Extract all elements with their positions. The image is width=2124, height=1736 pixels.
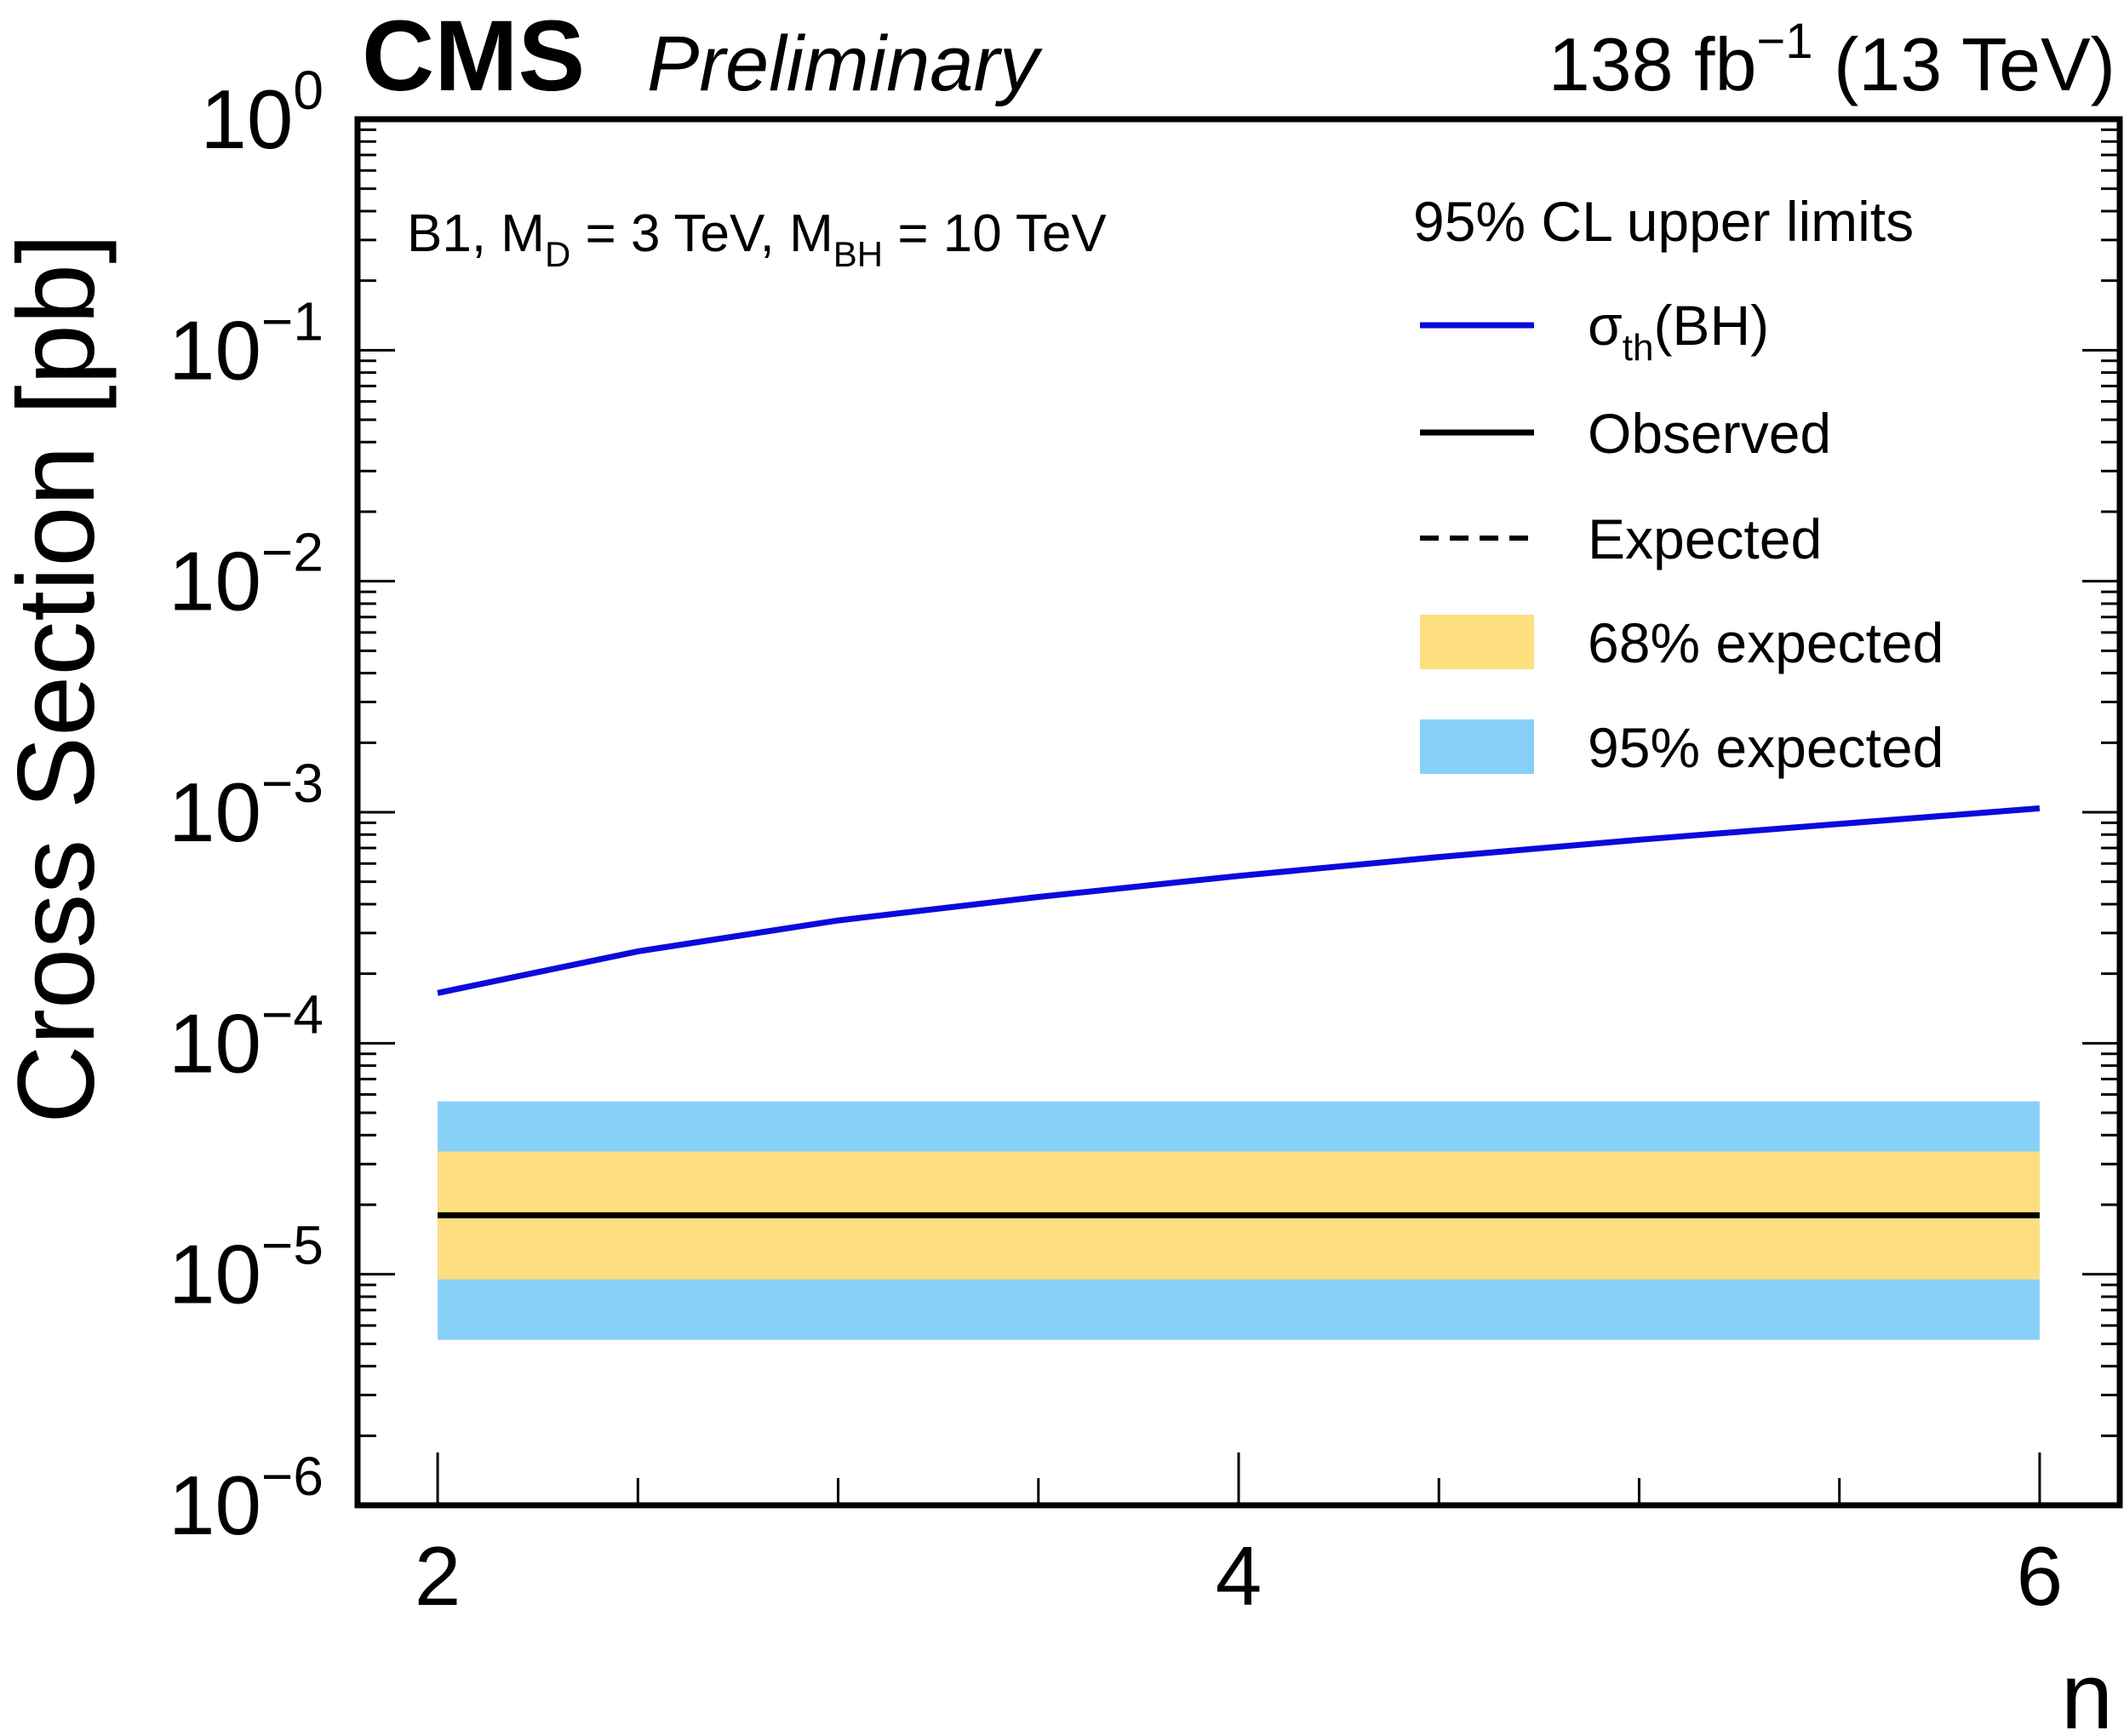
preliminary-label: Preliminary (647, 20, 1043, 107)
y-tick-label: 10−6 (169, 1446, 323, 1552)
legend-observed-label: Observed (1588, 402, 1831, 465)
legend-title: 95% CL upper limits (1413, 190, 1914, 253)
y-tick-label: 100 (200, 60, 323, 166)
y-tick-label: 10−1 (169, 290, 323, 397)
uncertainty-bands (438, 1101, 2040, 1340)
legend: 95% CL upper limits σth(BH) Observed Exp… (1413, 190, 1944, 779)
y-tick-label: 10−2 (169, 522, 323, 628)
cms-label: CMS (362, 0, 585, 112)
legend-expected-label: Expected (1588, 507, 1822, 570)
y-tick-label: 10−5 (169, 1215, 323, 1321)
data-series (437, 805, 2041, 1218)
legend-theory-label: σth(BH) (1588, 294, 1769, 369)
legend-band95-label: 95% expected (1588, 716, 1944, 779)
plot-frame (354, 116, 2123, 1509)
axis-ticks (358, 117, 2120, 1507)
theory-curve (437, 805, 2041, 996)
y-tick-label: 10−4 (169, 983, 323, 1090)
x-tick-label: 2 (415, 1529, 461, 1623)
lumi-label: 138 fb−1 (13 TeV) (1549, 14, 2115, 106)
legend-band68-swatch (1420, 615, 1534, 669)
model-annotation: B1, MD = 3 TeV, MBH = 10 TeV (407, 204, 1107, 274)
x-tick-label: 6 (2017, 1529, 2064, 1623)
legend-band68-label: 68% expected (1588, 611, 1944, 674)
legend-band95-swatch (1420, 719, 1534, 774)
x-tick-labels: 2 4 6 (415, 1529, 2063, 1623)
x-tick-label: 4 (1216, 1529, 1262, 1623)
y-axis-title: Cross Section [pb] (0, 233, 117, 1124)
y-tick-labels: 100 10−1 10−2 10−3 10−4 10−5 10−6 (169, 60, 323, 1552)
y-tick-label: 10−3 (169, 753, 323, 859)
x-axis-title: n (2061, 1644, 2113, 1736)
